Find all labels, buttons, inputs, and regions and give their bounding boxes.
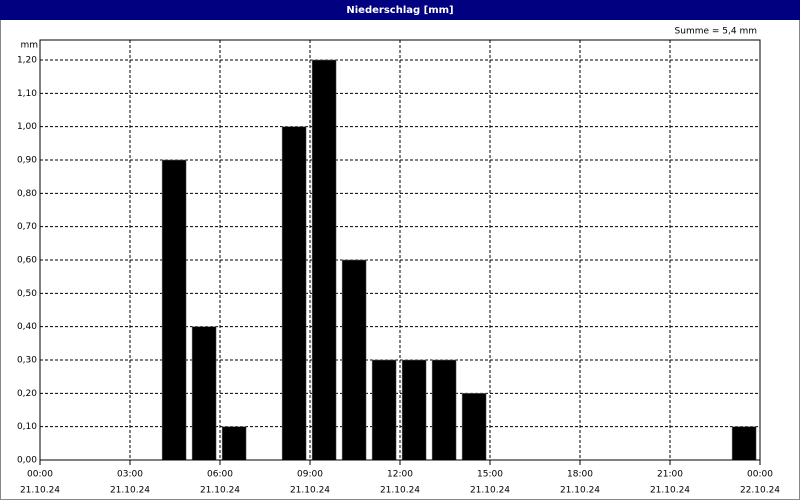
y-tick-label: 0,40 bbox=[17, 322, 37, 332]
bar bbox=[461, 393, 487, 461]
x-tick-date: 22.10.24 bbox=[740, 486, 780, 496]
x-tick-label: 03:00 bbox=[117, 470, 143, 480]
y-tick-label: 0,00 bbox=[17, 456, 37, 466]
sum-annotation: Summe = 5,4 mm bbox=[675, 27, 757, 37]
x-tick-date: 21.10.24 bbox=[110, 486, 150, 496]
x-tick-date: 21.10.24 bbox=[20, 486, 60, 496]
y-tick-label: 0,90 bbox=[17, 156, 37, 166]
bar bbox=[281, 126, 307, 461]
bar bbox=[191, 326, 217, 461]
title-bar bbox=[0, 0, 800, 20]
chart-title: Niederschlag [mm] bbox=[346, 5, 453, 16]
bar bbox=[221, 426, 247, 461]
x-tick-date: 21.10.24 bbox=[290, 486, 330, 496]
plot-border bbox=[39, 39, 761, 461]
y-tick-label: 0,30 bbox=[17, 356, 37, 366]
x-tick-date: 21.10.24 bbox=[200, 486, 240, 496]
bar bbox=[161, 159, 187, 461]
y-tick-label: 0,20 bbox=[17, 389, 37, 399]
x-tick-date: 21.10.24 bbox=[650, 486, 690, 496]
y-tick-label: 0,50 bbox=[17, 289, 37, 299]
x-tick-date: 21.10.24 bbox=[560, 486, 600, 496]
x-tick-label: 15:00 bbox=[477, 470, 503, 480]
bar bbox=[311, 59, 337, 461]
x-tick-label: 00:00 bbox=[27, 470, 53, 480]
y-tick-label: 1,10 bbox=[17, 89, 37, 99]
y-tick-label: 1,00 bbox=[17, 122, 37, 132]
x-tick-label: 06:00 bbox=[207, 470, 233, 480]
x-tick-date: 21.10.24 bbox=[470, 486, 510, 496]
y-tick-label: 0,10 bbox=[17, 422, 37, 432]
bar bbox=[431, 359, 457, 461]
bar bbox=[371, 359, 397, 461]
x-tick-date: 21.10.24 bbox=[380, 486, 420, 496]
y-tick-label: 0,70 bbox=[17, 222, 37, 232]
y-tick-label: 0,60 bbox=[17, 256, 37, 266]
y-tick-label: 0,80 bbox=[17, 189, 37, 199]
y-tick-label: 1,20 bbox=[17, 56, 37, 66]
x-tick-label: 09:00 bbox=[297, 470, 323, 480]
bar bbox=[341, 259, 367, 461]
x-tick-label: 00:00 bbox=[747, 470, 773, 480]
x-tick-label: 12:00 bbox=[387, 470, 413, 480]
y-unit: mm bbox=[20, 41, 38, 51]
bar bbox=[401, 359, 427, 461]
x-tick-label: 21:00 bbox=[657, 470, 683, 480]
x-tick-label: 18:00 bbox=[567, 470, 593, 480]
bar bbox=[731, 426, 757, 461]
